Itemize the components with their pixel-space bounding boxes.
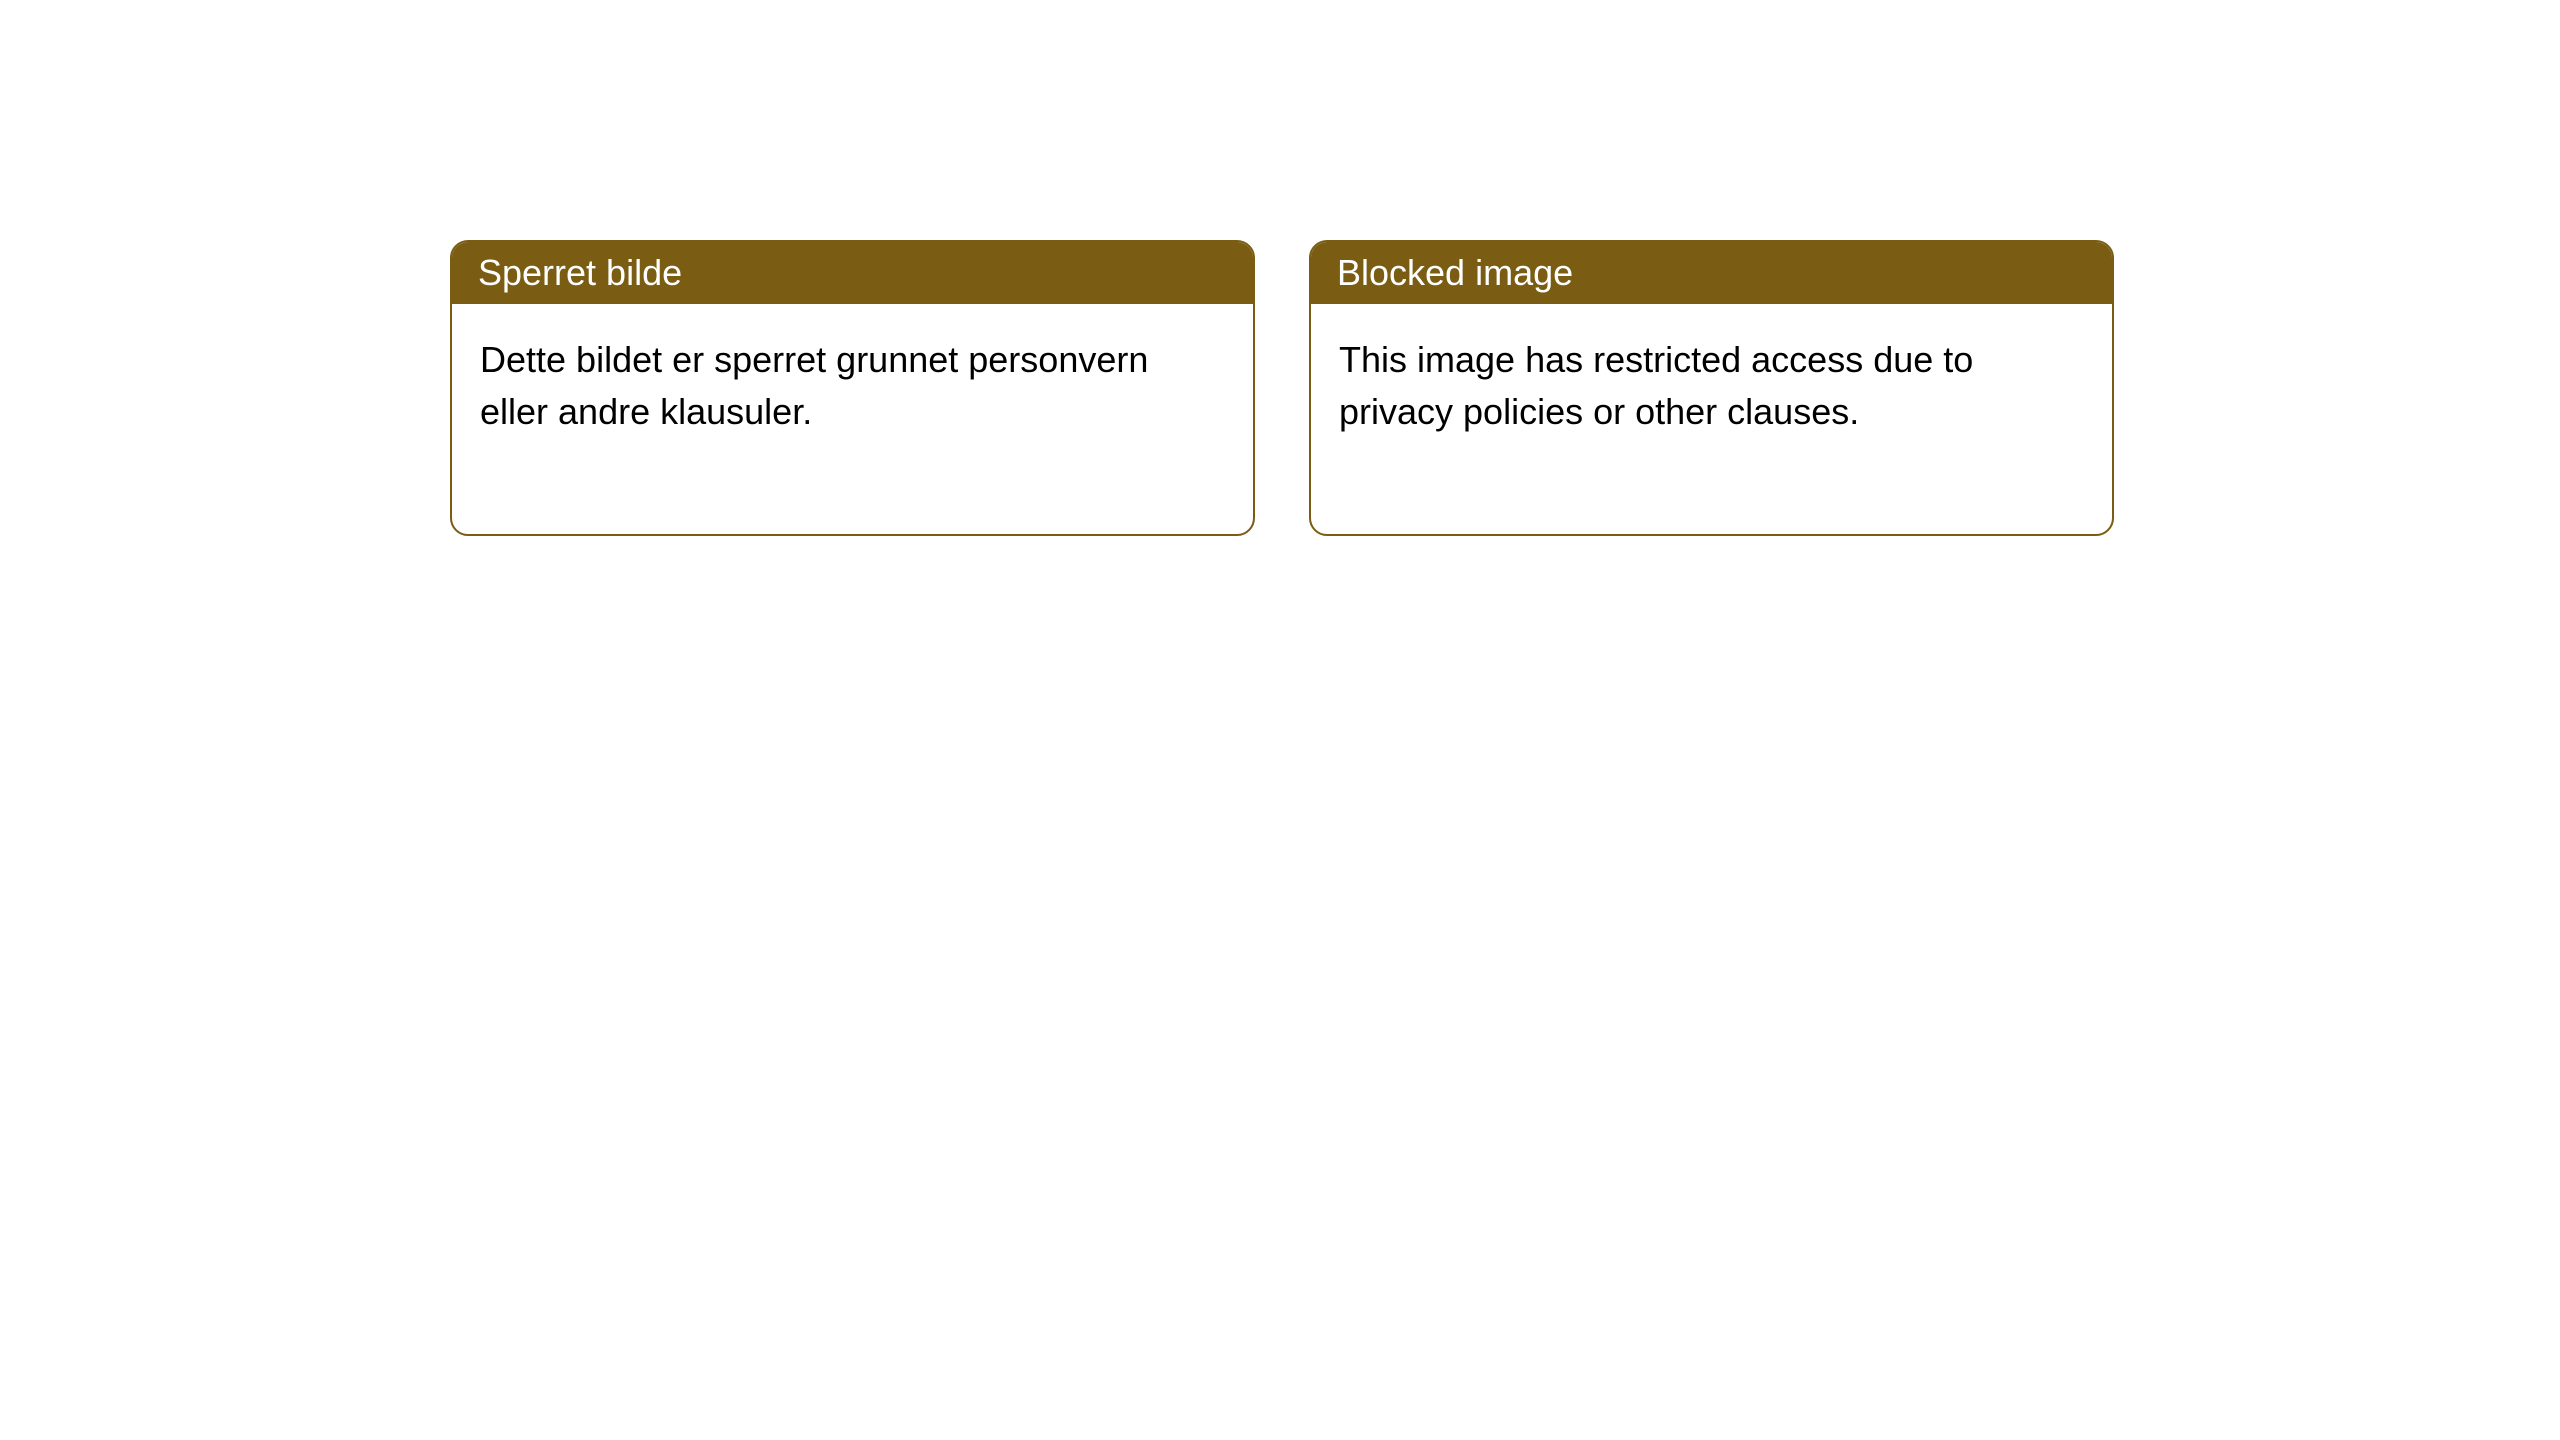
notice-header-english: Blocked image [1311,242,2112,304]
notice-header-norwegian: Sperret bilde [452,242,1253,304]
notice-container: Sperret bilde Dette bildet er sperret gr… [0,0,2560,536]
notice-card-english: Blocked image This image has restricted … [1309,240,2114,536]
notice-body-norwegian: Dette bildet er sperret grunnet personve… [452,304,1253,534]
notice-body-english: This image has restricted access due to … [1311,304,2112,534]
notice-card-norwegian: Sperret bilde Dette bildet er sperret gr… [450,240,1255,536]
